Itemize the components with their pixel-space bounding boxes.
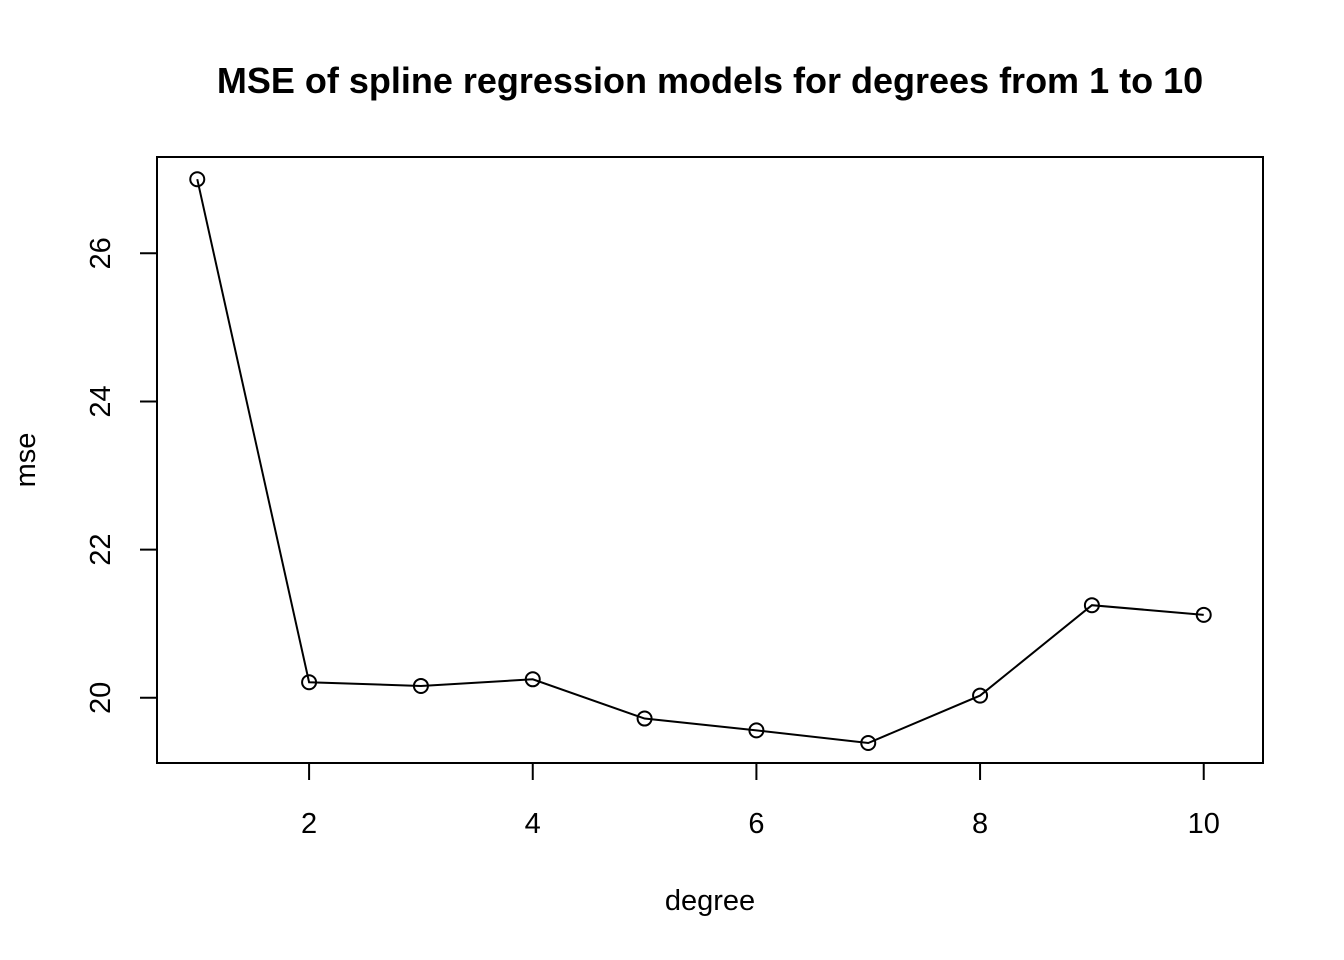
series-line bbox=[196, 179, 1204, 745]
data-point bbox=[301, 674, 318, 691]
x-axis: 2 4 6 8 10 bbox=[301, 762, 1220, 840]
data-point bbox=[748, 722, 765, 739]
x-axis-label: degree bbox=[665, 885, 755, 917]
data-point bbox=[972, 687, 989, 704]
y-tick-label: 26 bbox=[85, 237, 117, 269]
data-point bbox=[1083, 597, 1100, 614]
y-tick-label: 20 bbox=[85, 682, 117, 714]
data-point bbox=[860, 734, 877, 751]
chart-title: MSE of spline regression models for degr… bbox=[217, 60, 1203, 101]
x-tick-label: 6 bbox=[748, 808, 764, 840]
x-tick-label: 8 bbox=[972, 808, 988, 840]
data-point bbox=[1195, 606, 1212, 623]
data-points bbox=[189, 171, 1212, 751]
x-tick-label: 4 bbox=[525, 808, 541, 840]
y-axis-label: mse bbox=[10, 433, 42, 488]
plot-frame bbox=[156, 156, 1264, 764]
data-point bbox=[189, 171, 206, 188]
x-tick-label: 2 bbox=[301, 808, 317, 840]
data-point bbox=[412, 677, 429, 694]
y-tick-label: 22 bbox=[85, 534, 117, 566]
data-point bbox=[636, 710, 653, 727]
y-tick-label: 24 bbox=[85, 385, 117, 417]
data-point bbox=[524, 671, 541, 688]
x-tick-label: 10 bbox=[1188, 808, 1220, 840]
y-axis: 20 22 24 26 bbox=[85, 237, 158, 714]
